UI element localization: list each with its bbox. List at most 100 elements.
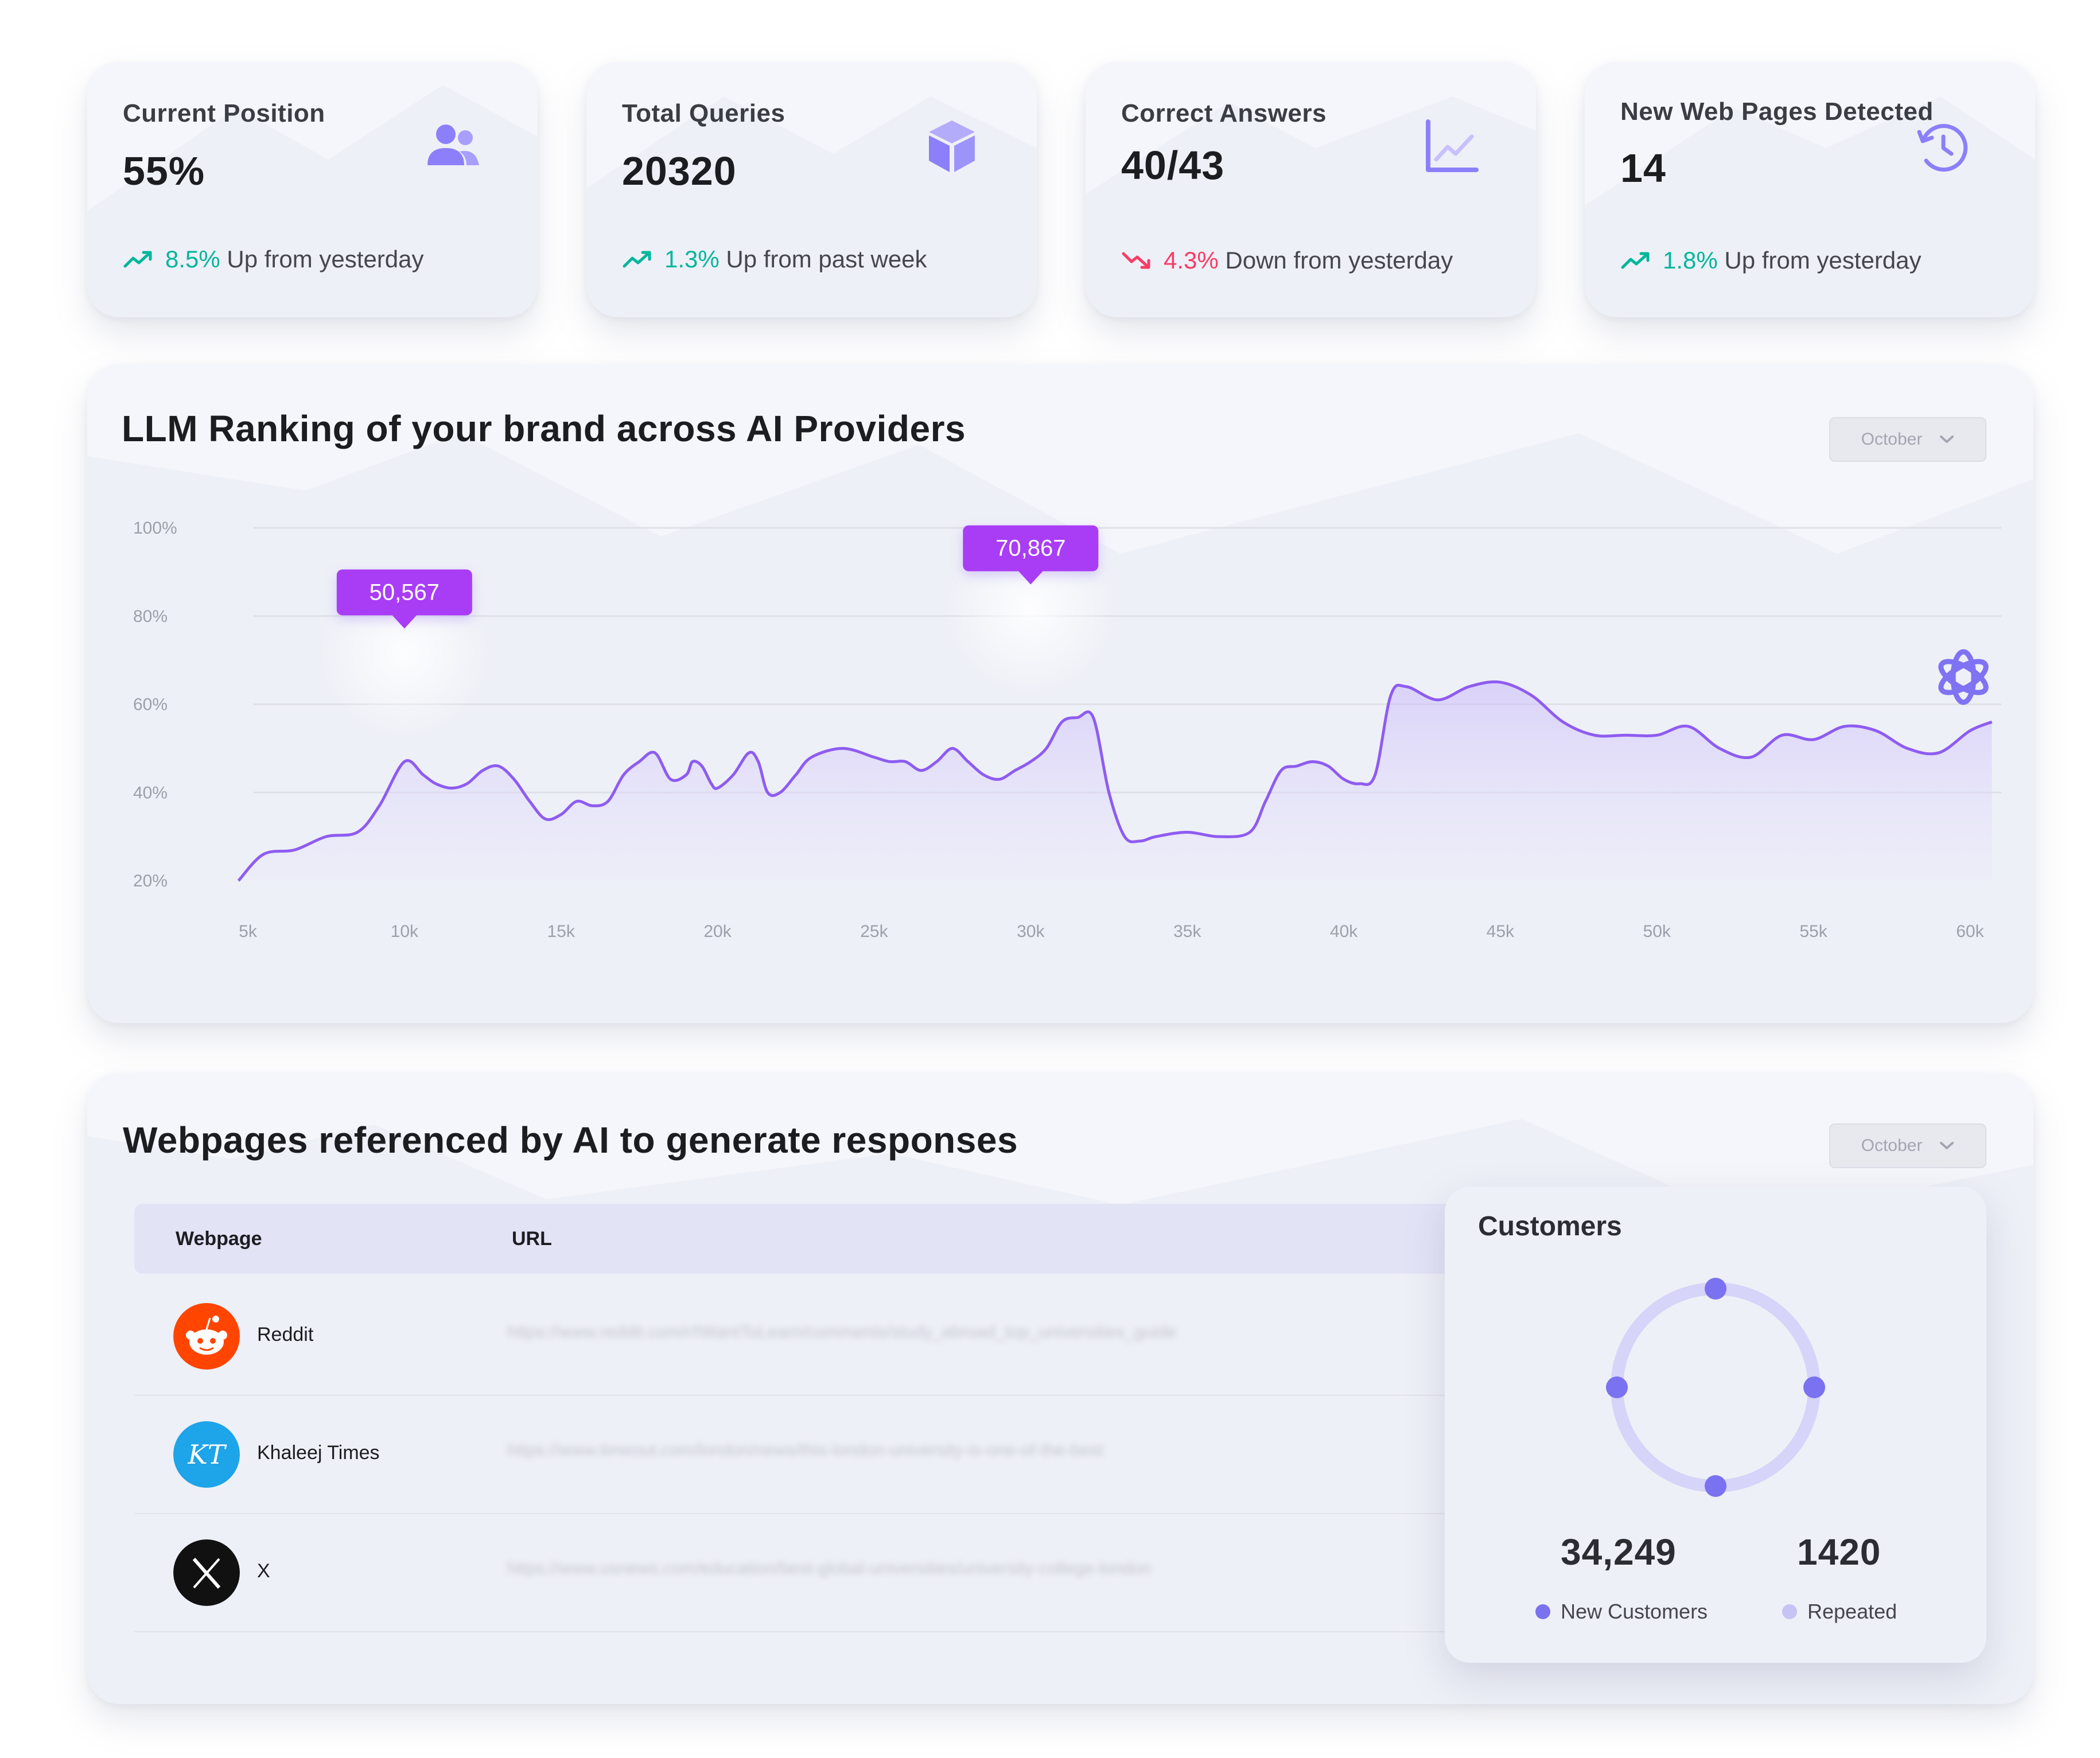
stat-value: 14 — [1620, 146, 1666, 190]
stat-trend-pct: 1.3% — [664, 246, 720, 273]
repeated-value: 1420 — [1797, 1531, 1881, 1573]
x-tick-label: 5k — [239, 922, 258, 941]
stat-title: Total Queries — [622, 99, 785, 127]
area-fill — [238, 682, 1992, 881]
stat-trend-pct: 1.8% — [1663, 247, 1718, 274]
donut-handle — [1705, 1475, 1726, 1497]
month-dropdown[interactable]: October — [1829, 417, 1986, 462]
webpages-title: Webpages referenced by AI to generate re… — [123, 1119, 1018, 1161]
y-tick-label: 20% — [133, 872, 168, 890]
series-line — [237, 680, 1993, 882]
donut-handle — [1606, 1376, 1628, 1398]
llm-ranking-card: LLM Ranking of your brand across AI Prov… — [87, 364, 2033, 1023]
x-tick-label: 25k — [860, 922, 888, 941]
x-tick-label: 35k — [1173, 922, 1201, 941]
stat-trend: 4.3% Down from yesterday — [1121, 247, 1453, 274]
tooltip-label: 50,567 — [370, 579, 440, 605]
stat-title: New Web Pages Detected — [1620, 98, 1934, 126]
legend-label: New Customers — [1561, 1600, 1708, 1623]
stat-title: Correct Answers — [1121, 99, 1327, 127]
stat-trend-pct: 8.5% — [165, 246, 220, 273]
table-row[interactable]: KT Khaleej Times https://www.timeout.com… — [134, 1395, 1511, 1514]
donut-handle — [1803, 1376, 1825, 1398]
legend-label: Repeated — [1807, 1600, 1897, 1623]
card-bg-shape — [87, 1073, 2033, 1222]
dropdown-value: October — [1861, 430, 1923, 449]
month-dropdown[interactable]: October — [1829, 1123, 1986, 1168]
x-tick-label: 60k — [1956, 922, 1984, 941]
card-bg-shape — [87, 364, 2033, 554]
x-tick-label: 15k — [547, 922, 575, 941]
x-tick-label: 50k — [1643, 922, 1671, 941]
customers-card: Customers 34,249 1420 New Customers Repe… — [1445, 1187, 1986, 1663]
stat-trend: 1.8% Up from yesterday — [1620, 247, 1922, 274]
cube-icon — [929, 120, 975, 172]
x-tick-label: 20k — [703, 922, 732, 941]
legend-dot — [1535, 1604, 1550, 1619]
column-header-url: URL — [512, 1228, 552, 1250]
stat-value: 40/43 — [1121, 143, 1225, 188]
legend-dot — [1782, 1604, 1797, 1619]
x-logo-icon — [173, 1539, 240, 1606]
tooltip-box — [963, 525, 1099, 571]
reddit-logo-icon — [173, 1303, 240, 1370]
stat-card-total-queries: Total Queries 20320 1.3% Up from past we… — [586, 62, 1037, 317]
webpage-name: Reddit — [257, 1324, 314, 1345]
webpage-url[interactable]: https://www.usnews.com/education/best-gl… — [507, 1559, 1152, 1578]
y-tick-label: 40% — [133, 783, 168, 802]
donut-handle — [1705, 1278, 1726, 1300]
column-header-webpage: Webpage — [176, 1228, 262, 1250]
x-tick-label: 45k — [1487, 922, 1515, 941]
x-tick-label: 30k — [1017, 922, 1045, 941]
new-customers-value: 34,249 — [1561, 1531, 1677, 1573]
stat-title: Current Position — [123, 99, 325, 127]
card-bg-shape — [87, 62, 538, 211]
tooltip-label: 70,867 — [995, 536, 1065, 561]
x-tick-label: 40k — [1330, 922, 1358, 941]
y-tick-label: 100% — [133, 519, 177, 538]
chevron-down-icon — [1940, 435, 1954, 443]
stat-trend-text: Up from yesterday — [1724, 247, 1922, 274]
trend-up-icon — [1621, 252, 1650, 269]
users-icon — [427, 125, 479, 165]
stat-trend-text: Down from yesterday — [1225, 247, 1453, 274]
svg-text:KT: KT — [187, 1439, 227, 1470]
legend-repeated: Repeated — [1782, 1600, 1897, 1624]
stat-value: 20320 — [622, 149, 737, 193]
tooltip-pointer — [391, 614, 417, 629]
x-tick-label: 10k — [391, 922, 419, 941]
stat-card-current-position: Current Position 55% 8.5% Up from yester… — [87, 62, 538, 317]
chevron-down-icon — [1940, 1142, 1954, 1149]
donut-ring — [1611, 1282, 1821, 1492]
chart-title: LLM Ranking of your brand across AI Prov… — [122, 408, 966, 449]
history-icon — [1917, 124, 1968, 172]
x-tick-label: 55k — [1799, 922, 1827, 941]
card-bg-shape — [1086, 62, 1536, 194]
y-tick-label: 80% — [133, 607, 168, 626]
trend-down-icon — [1122, 252, 1150, 269]
stat-card-correct-answers: Correct Answers 40/43 4.3% Down from yes… — [1086, 62, 1536, 317]
trend-up-icon — [123, 251, 152, 268]
table-header: Webpage URL — [134, 1204, 1626, 1274]
stat-trend: 8.5% Up from yesterday — [123, 246, 424, 273]
data-tooltip: 50,567 — [318, 566, 491, 739]
table-row[interactable]: Reddit https://www.reddit.com/r/IWantToL… — [134, 1277, 1511, 1396]
dropdown-value: October — [1861, 1136, 1923, 1155]
stat-value: 55% — [123, 149, 205, 193]
ranking-chart: 20% 40% 60% 80% 100% 5k 10k 15k 20k 25k 30k 35k 40k 4… — [133, 519, 2001, 941]
stat-trend-text: Up from yesterday — [227, 246, 424, 273]
openai-icon — [1938, 649, 1989, 705]
khaleej-times-logo-icon: KT — [173, 1421, 240, 1488]
webpage-url[interactable]: https://www.timeout.com/london/news/this… — [507, 1441, 1103, 1460]
card-bg-shape — [1585, 62, 2035, 205]
stat-trend-pct: 4.3% — [1164, 247, 1219, 274]
line-chart-icon — [1426, 119, 1479, 172]
table-row[interactable]: X https://www.usnews.com/education/best-… — [134, 1513, 1511, 1632]
webpage-name: Khaleej Times — [257, 1442, 380, 1464]
stat-trend: 1.3% Up from past week — [622, 246, 927, 273]
trend-up-icon — [623, 251, 651, 268]
customers-title: Customers — [1478, 1211, 1622, 1242]
webpage-url[interactable]: https://www.reddit.com/r/IWantToLearn/co… — [507, 1323, 1177, 1341]
y-tick-label: 60% — [133, 695, 168, 714]
webpage-name: X — [257, 1560, 270, 1582]
